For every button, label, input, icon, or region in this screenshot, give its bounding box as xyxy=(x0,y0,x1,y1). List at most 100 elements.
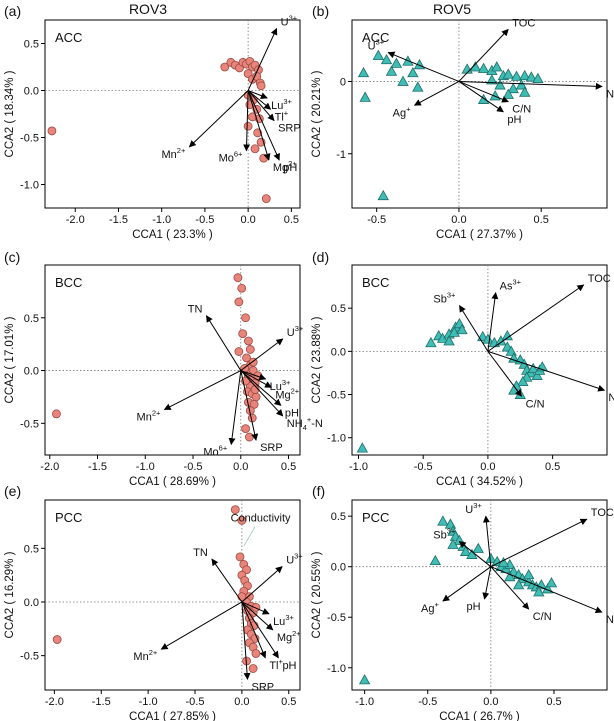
x-axis-label: CCA1 ( 26.7% ) xyxy=(439,711,520,721)
data-point xyxy=(233,273,243,283)
vector-arrow xyxy=(458,540,492,568)
data-point xyxy=(234,347,244,356)
data-point xyxy=(507,82,519,94)
y-axis-label: CCA2 ( 16.29% ) xyxy=(4,551,16,638)
x-tick-label: -1.0 xyxy=(349,461,368,473)
x-tick-label: 0.5 xyxy=(545,461,560,473)
data-point xyxy=(244,336,253,346)
vector-arrow xyxy=(458,80,603,90)
vector-label: Mn2+ xyxy=(162,146,186,161)
data-point xyxy=(482,333,494,344)
data-point xyxy=(220,62,230,72)
vector-arrow xyxy=(211,558,243,603)
data-point xyxy=(380,53,393,65)
vector-label: pH xyxy=(283,162,297,174)
data-point xyxy=(397,75,409,86)
data-point xyxy=(52,635,62,644)
y-tick-label: -1 xyxy=(336,149,346,161)
data-point xyxy=(504,570,516,582)
data-point xyxy=(244,432,254,442)
vector-label: As3+ xyxy=(500,278,522,293)
data-point xyxy=(241,424,250,434)
data-point xyxy=(256,81,266,91)
vector-arrow xyxy=(247,90,280,161)
vector-label: TOC xyxy=(591,507,614,519)
data-point xyxy=(517,375,529,386)
plot-frame xyxy=(44,499,301,691)
y-tick-label: 0.0 xyxy=(24,366,39,378)
data-point xyxy=(237,515,247,525)
vector-label: Lu3+ xyxy=(271,97,292,112)
vector-label: TN xyxy=(193,547,208,559)
column-title-rov3: ROV3 xyxy=(129,1,167,17)
y-tick-label: 0.0 xyxy=(24,597,39,609)
data-point xyxy=(390,57,403,68)
data-point xyxy=(531,369,543,380)
vector-arrow xyxy=(240,370,267,381)
x-axis-label: CCA1 ( 28.69% ) xyxy=(129,476,216,488)
x-axis-label: CCA1 ( 27.37% ) xyxy=(436,229,523,241)
x-tick-label: 0.5 xyxy=(284,214,299,226)
panel-label: (c) xyxy=(4,249,20,265)
vector-arrow xyxy=(487,350,606,392)
vector-label: pH xyxy=(507,114,521,126)
x-tick-label: 0.0 xyxy=(233,461,248,473)
panel-label: (d) xyxy=(312,249,329,265)
panel-label: (e) xyxy=(4,483,21,499)
vector-arrow xyxy=(490,566,603,614)
vector-arrow xyxy=(387,51,460,82)
data-point xyxy=(234,297,244,307)
vector-label: SRP xyxy=(278,123,301,135)
x-tick-label: 0.0 xyxy=(234,696,249,708)
vector-label: SRP xyxy=(260,442,283,454)
plot-frame xyxy=(351,499,608,691)
panel-c: (c) BCC -2.0 -1.5 -1.0 -0.5 0.0 0.5 -0.5 0.0 0.5 CC… xyxy=(4,249,323,488)
data-point xyxy=(249,399,259,409)
panel-a: (a) ACC -2.0 -1.5 -1.0 -0.5 0.0 0.5 -1.0 -0.5 0.0 0… xyxy=(4,3,301,241)
vector-arrow xyxy=(240,370,272,388)
data-point xyxy=(250,144,260,154)
data-point xyxy=(459,545,472,556)
panel-title: PCC xyxy=(362,510,389,525)
vector-arrow xyxy=(241,601,251,680)
data-point xyxy=(248,664,258,673)
vector-arrow xyxy=(459,304,489,352)
x-tick-label: 0.0 xyxy=(240,214,255,226)
y-tick-label: -0.5 xyxy=(327,390,346,402)
y-tick-label: 0 xyxy=(340,76,346,88)
vector-label: U3+ xyxy=(287,324,304,339)
vector-arrow xyxy=(241,601,270,615)
vector-label: Ag+ xyxy=(421,600,439,615)
data-point xyxy=(261,194,271,204)
data-point xyxy=(525,71,538,82)
panel-title: PCC xyxy=(55,510,82,525)
panel-title: ACC xyxy=(55,30,82,45)
y-axis-label: CCA2 ( 18.34% ) xyxy=(4,70,16,157)
data-point xyxy=(357,66,370,78)
vector-label: Ag+ xyxy=(393,104,411,119)
vector-arrow xyxy=(490,518,588,568)
data-point xyxy=(242,353,251,363)
data-point xyxy=(235,552,245,562)
y-tick-label: -1.0 xyxy=(327,663,346,675)
data-point xyxy=(359,91,371,102)
vector-label: U3+ xyxy=(286,552,303,567)
vector-arrow xyxy=(458,28,509,82)
data-point xyxy=(477,62,490,73)
x-tick-label: -0.5 xyxy=(184,461,203,473)
plot-frame xyxy=(44,264,301,456)
data-point xyxy=(527,362,539,374)
vector-label: TOC xyxy=(588,273,611,285)
data-point xyxy=(532,72,544,83)
panel-b: (b) ACC -0.5 0.0 0.5 -1 0 CCA1 ( 27.37% ) CCA2 (… xyxy=(311,3,614,241)
vector-arrow xyxy=(487,351,522,397)
vector-arrow xyxy=(487,284,585,352)
vector-arrow xyxy=(160,601,243,650)
data-point xyxy=(486,74,498,85)
x-tick-label: -0.5 xyxy=(367,214,386,226)
y-tick-label: 0.0 xyxy=(24,86,39,98)
x-tick-label: 0.5 xyxy=(281,696,296,708)
vector-label: pH xyxy=(466,601,480,613)
y-tick-label: 0.5 xyxy=(24,313,39,325)
vector-arrow xyxy=(442,566,492,602)
